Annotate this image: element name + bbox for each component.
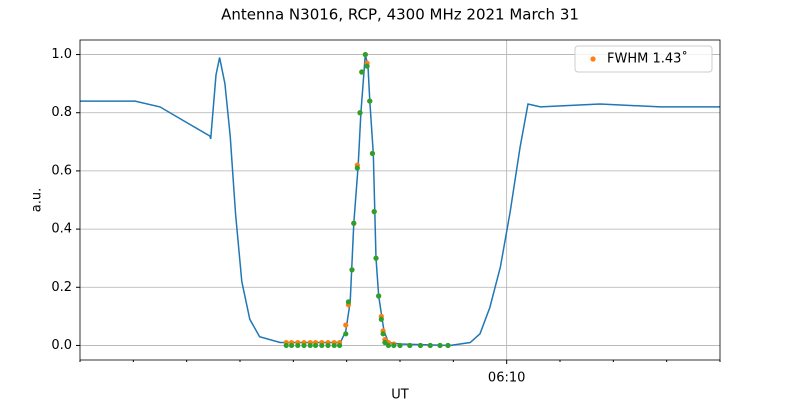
legend-label: FWHM 1.43˚: [607, 51, 688, 67]
data-point: [373, 255, 379, 261]
data-point: [336, 342, 343, 349]
y-tick-label: 0.2: [51, 280, 72, 295]
y-tick-label: 1.0: [51, 47, 72, 62]
data-point: [295, 342, 301, 349]
data-point: [283, 342, 289, 349]
data-point: [343, 331, 349, 337]
data-point: [380, 331, 386, 337]
data-point: [331, 342, 337, 349]
y-tick-label: 0.0: [51, 338, 72, 353]
y-tick-label: 0.4: [51, 222, 72, 237]
chart-title: Antenna N3016, RCP, 4300 MHz 2021 March …: [221, 6, 579, 24]
data-point: [378, 316, 384, 322]
data-point: [371, 209, 377, 215]
data-point: [288, 342, 295, 349]
data-point: [362, 51, 368, 58]
x-axis-label: UT: [391, 388, 409, 400]
data-point: [367, 98, 373, 104]
data-point: [376, 293, 382, 299]
data-point: [312, 342, 319, 349]
data-point: [391, 342, 397, 349]
data-point: [319, 342, 325, 349]
data-point: [351, 220, 357, 226]
y-tick-label: 0.6: [51, 163, 72, 178]
data-point: [437, 342, 443, 349]
data-point: [364, 63, 370, 69]
data-point: [445, 342, 451, 349]
data-point: [354, 165, 360, 171]
data-line: [80, 54, 720, 347]
data-point: [407, 342, 413, 349]
data-point: [307, 342, 313, 349]
y-axis-label: a.u.: [30, 188, 45, 212]
data-point: [345, 299, 352, 305]
data-point: [385, 342, 392, 349]
data-point: [343, 322, 349, 328]
data-point: [349, 267, 355, 273]
data-point: [359, 69, 365, 75]
data-point: [382, 339, 388, 346]
x-tick-label: 06:10: [488, 371, 525, 386]
data-point: [325, 342, 331, 349]
plot-frame: [79, 39, 721, 361]
y-tick-label: 0.8: [51, 105, 72, 120]
data-point: [417, 342, 424, 349]
legend-box: [574, 45, 713, 73]
data-point: [369, 150, 376, 157]
legend-marker: [590, 56, 596, 62]
data-point: [357, 110, 363, 116]
data-point: [397, 342, 403, 349]
data-point: [427, 342, 433, 349]
data-point: [301, 342, 307, 349]
